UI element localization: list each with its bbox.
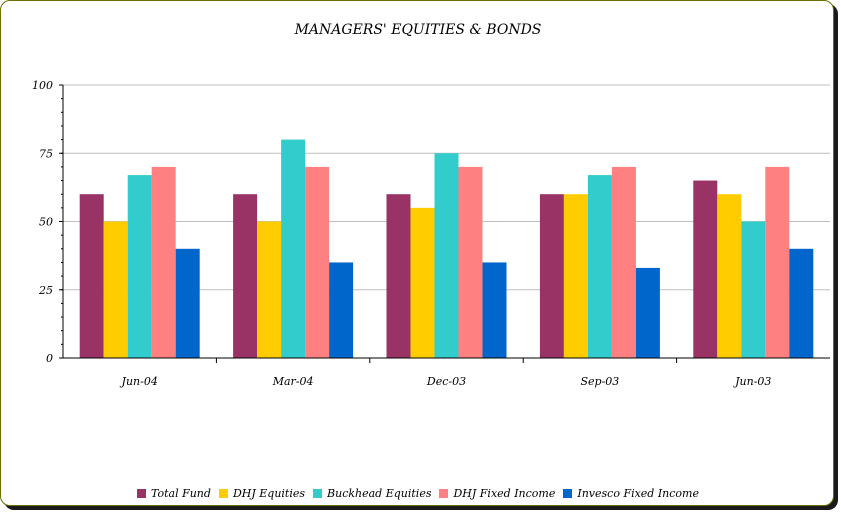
legend-swatch [218,489,228,498]
legend-item: DHJ Fixed Income [439,487,555,500]
legend-item: Invesco Fixed Income [563,487,699,500]
x-tick-label: Sep-03 [580,375,619,388]
legend-item: Buckhead Equities [313,487,431,500]
bar [305,166,330,358]
legend-swatch [313,489,323,498]
chart-title: MANAGERS' EQUITIES & BONDS [294,22,542,38]
bar [611,166,636,358]
plot-area: 0 25 50 75 100 Jun-04 Mar-04 Dec-03 Sep-03 Jun-03 [32,79,830,388]
legend-swatch [439,489,449,498]
bar [717,194,742,358]
bar [410,207,435,358]
x-tick-label: Jun-04 [120,375,158,388]
bar [539,194,564,358]
bar [257,221,282,358]
y-tick-label: 0 [46,352,53,365]
bar [765,166,790,358]
bar [693,180,718,358]
x-tick-label: Jun-03 [733,375,771,388]
x-tick-label: Mar-04 [272,375,314,388]
legend-item: Total Fund [136,487,211,500]
legend-label: Buckhead Equities [327,487,432,500]
legend-swatch [136,489,146,498]
bar [175,248,200,358]
bar [233,194,258,358]
y-tick-label: 25 [38,284,53,297]
legend-label: DHJ Fixed Income [453,487,556,500]
y-tick-label: 50 [39,216,53,229]
legend-label: Invesco Fixed Income [577,487,699,500]
bar [434,153,459,358]
bar [386,194,411,358]
bar [281,139,306,358]
x-tick-label: Dec-03 [426,375,466,388]
bar [103,221,128,358]
legend-label: Total Fund [150,487,211,500]
legend: Total Fund DHJ Equities Buckhead Equities D… [1,487,835,500]
y-tick-label: 75 [39,147,53,160]
legend-item: DHJ Equities [218,487,306,500]
y-tick-label: 100 [32,79,53,92]
bar [458,166,483,358]
bar [329,262,354,358]
legend-swatch [563,489,573,498]
bar [482,262,507,358]
bar [151,166,176,358]
bar [789,248,814,358]
legend-label: DHJ Equities [232,487,306,500]
bar [563,194,588,358]
bar [127,175,152,358]
bar [741,221,766,358]
bar [635,267,660,358]
chart-frame: MANAGERS' EQUITIES & BONDS 0 25 50 75 100 Jun… [0,0,834,506]
bar [79,194,104,358]
bar [587,175,612,358]
